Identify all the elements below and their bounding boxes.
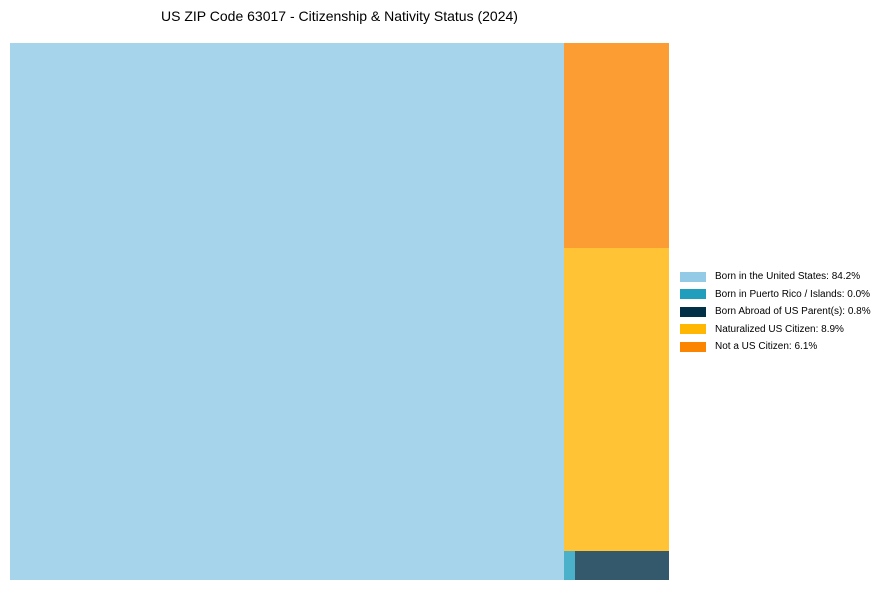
legend-item-not-citizen: Not a US Citizen: 6.1%	[680, 338, 871, 356]
legend-label: Born Abroad of US Parent(s): 0.8%	[715, 306, 871, 318]
legend-item-puerto-rico: Born in Puerto Rico / Islands: 0.0%	[680, 286, 871, 304]
legend-swatch	[680, 341, 706, 352]
tile-born-us	[10, 43, 564, 580]
treemap-plot	[10, 43, 669, 580]
legend-swatch	[680, 271, 706, 282]
legend-label: Naturalized US Citizen: 8.9%	[715, 323, 844, 335]
legend-label: Born in Puerto Rico / Islands: 0.0%	[715, 288, 871, 300]
tile-puerto-rico	[564, 551, 575, 580]
legend-item-born-us: Born in the United States: 84.2%	[680, 268, 871, 286]
legend: Born in the United States: 84.2% Born in…	[680, 268, 871, 356]
tile-not-citizen	[564, 43, 669, 248]
chart-title: US ZIP Code 63017 - Citizenship & Nativi…	[161, 8, 518, 24]
tile-born-abroad	[575, 551, 669, 580]
legend-item-naturalized: Naturalized US Citizen: 8.9%	[680, 321, 871, 339]
legend-label: Born in the United States: 84.2%	[715, 271, 861, 283]
legend-item-born-abroad: Born Abroad of US Parent(s): 0.8%	[680, 303, 871, 321]
legend-swatch	[680, 289, 706, 300]
legend-label: Not a US Citizen: 6.1%	[715, 341, 818, 353]
tile-naturalized	[564, 248, 669, 551]
legend-swatch	[680, 324, 706, 335]
legend-swatch	[680, 306, 706, 317]
